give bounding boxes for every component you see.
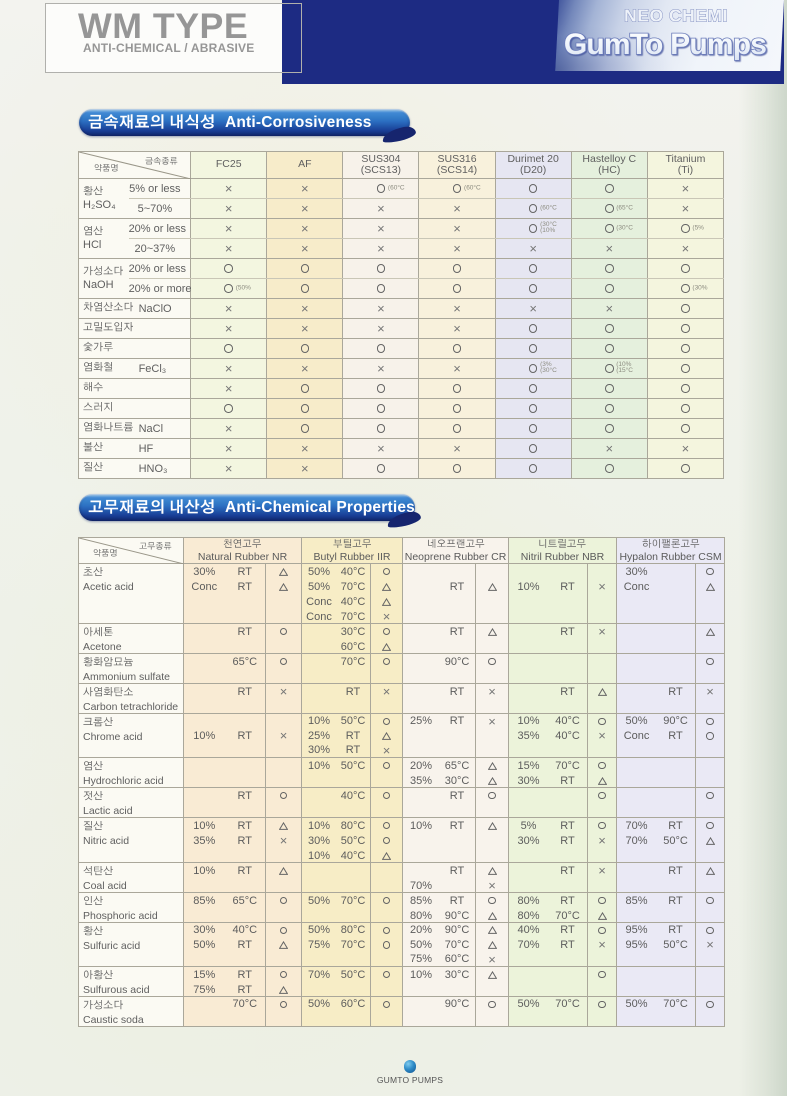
svg-text:NEO CHEMI: NEO CHEMI — [624, 6, 728, 26]
svg-text:GumTo Pumps: GumTo Pumps — [564, 28, 766, 61]
